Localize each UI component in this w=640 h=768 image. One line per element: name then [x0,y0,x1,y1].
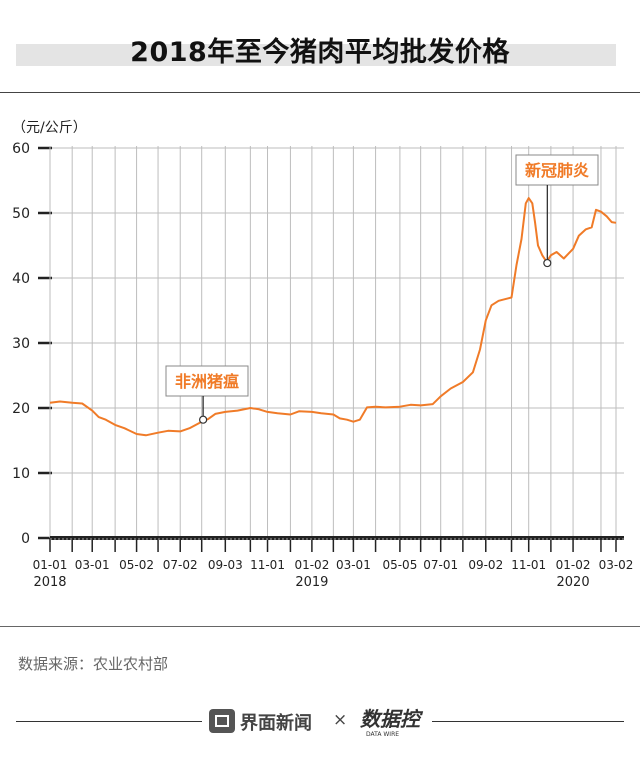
x-tick-label: 03-02 [599,558,634,572]
y-tick-label: 50 [12,206,30,222]
x-tick-label: 07-01 [423,558,458,572]
x-tick-label: 01-02 [556,558,591,572]
price-line-series [49,197,617,437]
annotation-label: 新冠肺炎 [525,161,589,180]
x-tick-label: 07-02 [163,558,198,572]
x-year-label: 2020 [557,575,590,590]
x-tick-label: 01-02 [294,558,329,572]
x-year-label: 2018 [33,575,66,590]
y-tick-label: 20 [12,401,30,417]
data-source: 数据来源：农业农村部 [18,655,169,673]
x-tick-label: 11-01 [511,558,546,572]
datawire-logo-text: 数据控 [360,707,424,731]
brand-name: 界面新闻 [240,713,312,734]
footer: 界面新闻 × 数据控 DATA WIRE [0,704,640,738]
x-tick-label: 05-02 [119,558,154,572]
x-year-label: 2019 [295,575,328,590]
y-tick-label: 40 [12,271,30,287]
y-tick-label: 0 [21,531,30,547]
x-tick-label: 09-03 [208,558,243,572]
y-tick-label: 30 [12,336,30,352]
title-rule [0,92,640,93]
annotation-box [515,154,599,186]
x-tick-label: 09-02 [468,558,503,572]
brand-separator: × [333,710,348,730]
datawire-logo: 数据控 DATA WIRE [360,707,424,738]
x-tick-label: 03-01 [336,558,371,572]
x-tick-label: 05-05 [382,558,417,572]
annotation-marker [543,258,552,268]
source-rule [0,626,640,627]
line-chart: 010203040506001-0102-0103-0104-0205-0206… [12,141,634,590]
y-tick-label: 10 [12,466,30,482]
footer-rule-right [432,721,624,722]
datawire-logo-subtext: DATA WIRE [366,731,399,738]
page-title: 2018年至今猪肉平均批发价格 [130,37,510,68]
x-tick-label: 03-01 [75,558,110,572]
y-axis-unit-label: （元/公斤） [12,120,87,136]
annotation-box [165,365,249,397]
annotation-marker [199,415,208,424]
jiemian-logo-icon [209,709,235,733]
x-tick-label: 01-01 [33,558,68,572]
title-band [16,44,616,66]
y-tick-label: 60 [12,141,30,157]
footer-rule-left [16,721,202,722]
x-tick-label: 11-01 [250,558,285,572]
annotation-label: 非洲猪瘟 [175,372,239,391]
